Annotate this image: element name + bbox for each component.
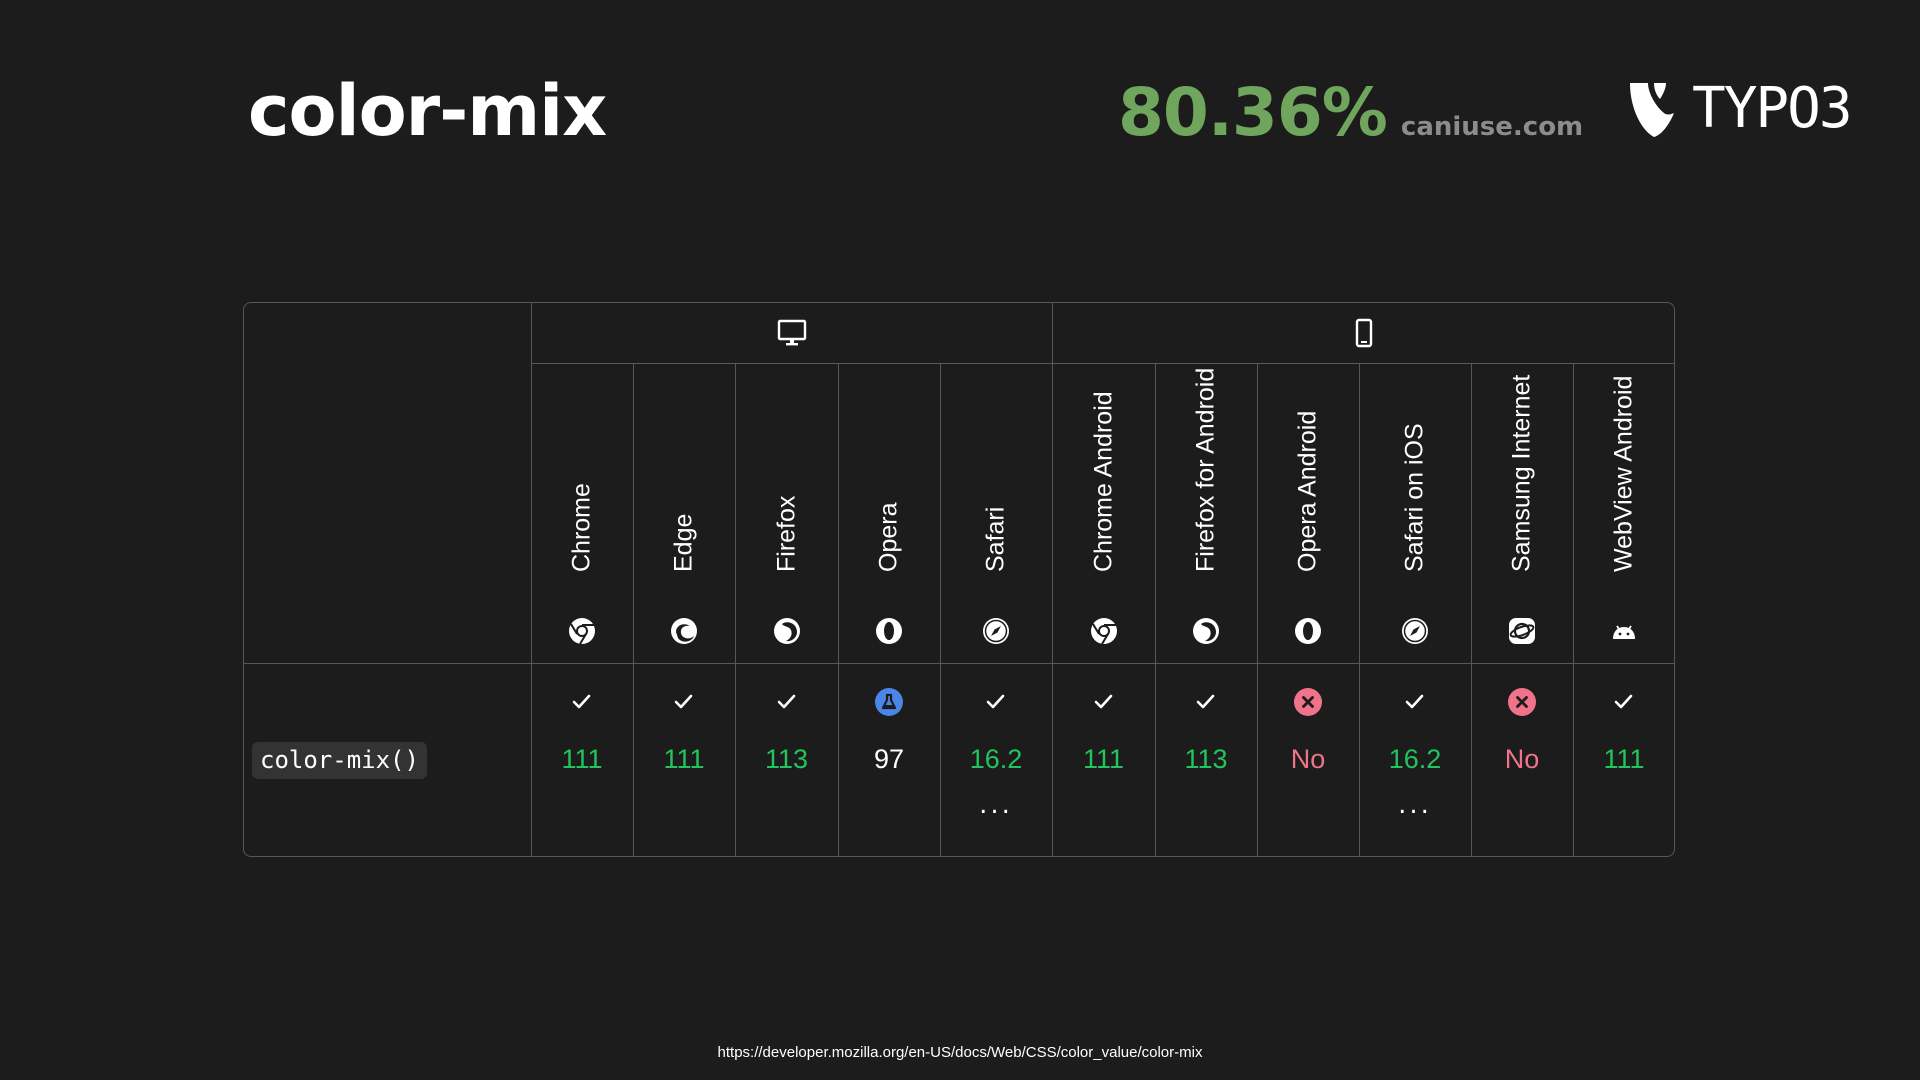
browser-header-safari: Safari xyxy=(940,363,1052,663)
table-divider xyxy=(838,363,839,857)
safari-icon xyxy=(1401,617,1429,645)
supported-check-icon xyxy=(1400,687,1430,717)
table-divider xyxy=(531,302,532,857)
more-notes-indicator: ... xyxy=(1398,790,1432,820)
supported-check-icon xyxy=(669,687,699,717)
browser-header-samsung-internet: Samsung Internet xyxy=(1471,363,1573,663)
table-divider xyxy=(633,363,634,857)
browser-name: Firefox xyxy=(772,495,800,572)
table-divider xyxy=(1471,363,1472,857)
support-version: 113 xyxy=(764,744,809,774)
support-cell[interactable]: 111 xyxy=(1052,664,1155,856)
opera-icon xyxy=(875,617,903,645)
browser-name: Samsung Internet xyxy=(1507,374,1536,572)
browser-header-firefox: Firefox xyxy=(735,363,838,663)
browser-name: Opera xyxy=(874,502,903,572)
compat-table xyxy=(243,302,1675,857)
table-divider xyxy=(243,663,1675,664)
support-percent: 80.36% xyxy=(1118,74,1388,151)
chrome-icon xyxy=(1090,617,1118,645)
support-cell[interactable]: 16.2... xyxy=(1359,664,1471,856)
support-version: No xyxy=(1290,744,1326,774)
table-divider xyxy=(1257,363,1258,857)
browser-name: WebView Android xyxy=(1609,375,1638,572)
slide-title: color-mix xyxy=(248,70,607,152)
footer-url[interactable]: https://developer.mozilla.org/en-US/docs… xyxy=(717,1044,1203,1061)
support-version: 16.2 xyxy=(1388,744,1442,774)
firefox-icon xyxy=(1192,617,1220,645)
supported-check-icon xyxy=(981,687,1011,717)
support-cell[interactable]: 113 xyxy=(735,664,838,856)
support-version: No xyxy=(1504,744,1540,774)
experimental-flask-icon xyxy=(874,687,904,717)
support-version: 97 xyxy=(873,744,905,774)
table-divider xyxy=(735,363,736,857)
browser-header-chrome-android: Chrome Android xyxy=(1052,363,1155,663)
support-summary: 80.36% caniuse.com xyxy=(1118,74,1583,151)
typo3-mark-icon xyxy=(1630,82,1674,137)
browser-header-opera: Opera xyxy=(838,363,940,663)
table-divider xyxy=(1359,363,1360,857)
desktop-monitor-icon xyxy=(777,318,807,348)
samsung-internet-icon xyxy=(1508,617,1536,645)
chrome-icon xyxy=(568,617,596,645)
support-version: 111 xyxy=(561,744,603,774)
not-supported-icon xyxy=(1507,687,1537,717)
firefox-icon xyxy=(773,617,801,645)
support-source: caniuse.com xyxy=(1400,112,1584,142)
feature-name: color-mix() xyxy=(252,742,427,779)
browser-name: Edge xyxy=(669,513,698,572)
browser-header-safari-on-ios: Safari on iOS xyxy=(1359,363,1471,663)
opera-icon xyxy=(1294,617,1322,645)
table-divider xyxy=(1155,363,1156,857)
typo3-logo-text: TYPO3 xyxy=(1692,76,1853,141)
table-divider xyxy=(940,363,941,857)
not-supported-icon xyxy=(1293,687,1323,717)
edge-icon xyxy=(670,617,698,645)
safari-icon xyxy=(982,617,1010,645)
browser-name: Firefox for Android xyxy=(1191,367,1220,572)
browser-name: Opera Android xyxy=(1293,410,1322,572)
supported-check-icon xyxy=(1089,687,1119,717)
supported-check-icon xyxy=(1191,687,1221,717)
support-version: 111 xyxy=(1603,744,1645,774)
support-cell[interactable]: 111 xyxy=(531,664,633,856)
browser-header-webview-android: WebView Android xyxy=(1573,363,1675,663)
table-divider xyxy=(1052,302,1053,857)
browser-name: Chrome xyxy=(567,483,596,572)
supported-check-icon xyxy=(1609,687,1639,717)
android-icon xyxy=(1610,617,1638,645)
supported-check-icon xyxy=(567,687,597,717)
typo3-logo: TYPO3 xyxy=(1626,76,1853,141)
browser-name: Safari on iOS xyxy=(1400,423,1429,572)
browser-header-edge: Edge xyxy=(633,363,735,663)
support-cell[interactable]: 111 xyxy=(633,664,735,856)
more-notes-indicator: ... xyxy=(979,790,1013,820)
support-version: 111 xyxy=(1082,744,1125,774)
browser-header-opera-android: Opera Android xyxy=(1257,363,1359,663)
support-cell[interactable]: No xyxy=(1257,664,1359,856)
support-version: 111 xyxy=(663,744,705,774)
mobile-phone-icon xyxy=(1349,318,1379,348)
supported-check-icon xyxy=(772,687,802,717)
support-version: 16.2 xyxy=(969,744,1023,774)
browser-name: Safari xyxy=(981,506,1010,572)
table-divider xyxy=(531,363,1675,364)
support-cell[interactable]: No xyxy=(1471,664,1573,856)
support-cell[interactable]: 111 xyxy=(1573,664,1675,856)
support-cell[interactable]: 97 xyxy=(838,664,940,856)
browser-header-chrome: Chrome xyxy=(531,363,633,663)
browser-name: Chrome Android xyxy=(1089,391,1117,572)
table-divider xyxy=(1573,363,1574,857)
support-cell[interactable]: 113 xyxy=(1155,664,1257,856)
support-cell[interactable]: 16.2... xyxy=(940,664,1052,856)
support-version: 113 xyxy=(1184,744,1228,774)
browser-header-firefox-for-android: Firefox for Android xyxy=(1155,363,1257,663)
